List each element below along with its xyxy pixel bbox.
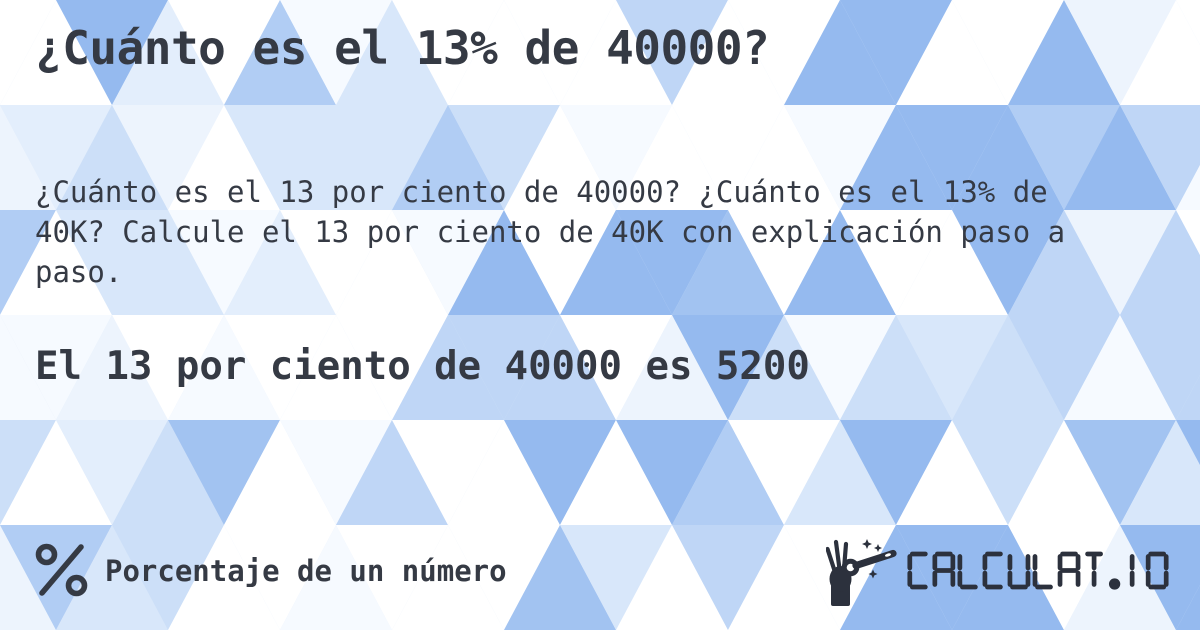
calculatio-logo: [826, 534, 1172, 606]
logo-wordmark: [907, 551, 1169, 590]
category-label: Porcentaje de un número: [105, 554, 507, 588]
footer: Porcentaje de un número: [35, 532, 1172, 608]
magic-wand-hand-icon: [826, 539, 897, 606]
main-content: ¿Cuánto es el 13% de 40000? ¿Cuánto es e…: [35, 0, 1170, 390]
page-description: ¿Cuánto es el 13 por ciento de 40000? ¿C…: [35, 175, 1066, 289]
answer-heading: El 13 por ciento de 40000 es 5200: [35, 344, 810, 389]
percent-icon: [35, 543, 88, 597]
page-title: ¿Cuánto es el 13% de 40000?: [35, 21, 770, 75]
category-badge: Porcentaje de un número: [35, 543, 507, 597]
